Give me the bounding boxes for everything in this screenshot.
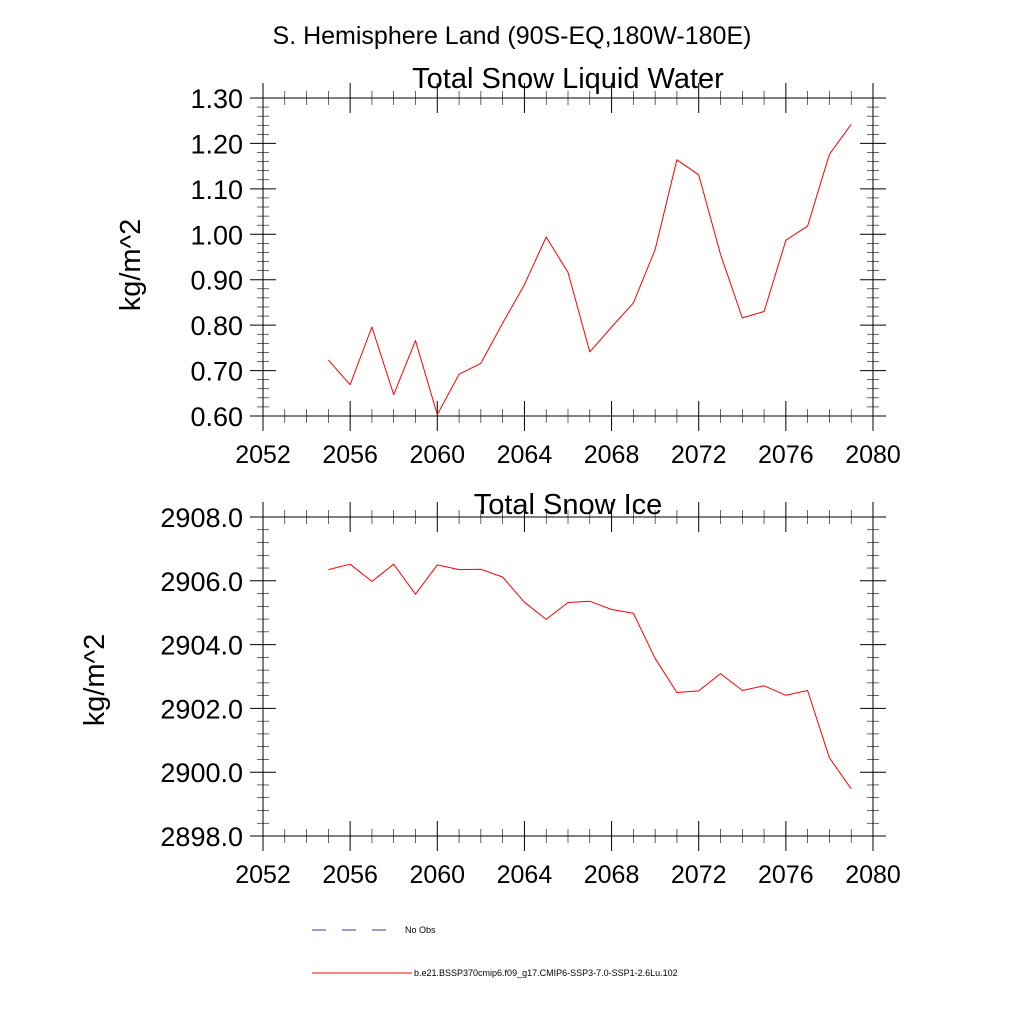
data-point: [806, 689, 809, 692]
data-point: [501, 322, 504, 325]
data-point: [697, 689, 700, 692]
y-tick-label: 2900.0: [160, 758, 243, 788]
data-point: [436, 413, 439, 416]
y-tick-label: 2906.0: [160, 567, 243, 597]
x-tick-label: 2072: [671, 441, 727, 469]
data-point: [436, 563, 439, 566]
y-tick-label: 1.00: [190, 220, 243, 250]
data-point: [392, 393, 395, 396]
chart-title: Total Snow Liquid Water: [412, 63, 724, 95]
data-point: [545, 236, 548, 239]
series-line-0: [328, 563, 852, 790]
x-tick-label: 2076: [758, 441, 814, 469]
y-tick-label: 0.80: [190, 311, 243, 341]
y-axis-label: kg/m^2: [115, 219, 147, 312]
data-point: [327, 568, 330, 571]
data-point: [784, 694, 787, 697]
x-tick-label: 2080: [845, 861, 901, 889]
x-tick-label: 2052: [235, 441, 291, 469]
y-tick-label: 0.70: [190, 357, 243, 387]
x-tick-label: 2068: [584, 861, 640, 889]
x-tick-label: 2076: [758, 861, 814, 889]
data-point: [479, 362, 482, 365]
data-point: [588, 600, 591, 603]
data-point: [501, 575, 504, 578]
x-tick-label: 2056: [322, 441, 378, 469]
x-tick-label: 2064: [497, 441, 553, 469]
data-point: [414, 339, 417, 342]
data-point: [610, 608, 613, 611]
y-tick-label: 2904.0: [160, 631, 243, 661]
y-tick-label: 1.30: [190, 84, 243, 114]
data-point: [697, 173, 700, 176]
x-tick-label: 2080: [845, 441, 901, 469]
y-tick-label: 0.90: [190, 266, 243, 296]
data-point: [828, 153, 831, 156]
x-tick-label: 2056: [322, 861, 378, 889]
data-point: [828, 756, 831, 759]
plot-frame: [262, 97, 874, 417]
data-point: [523, 601, 526, 604]
y-tick-label: 1.20: [190, 129, 243, 159]
data-point: [610, 325, 613, 328]
y-tick-label: 2902.0: [160, 694, 243, 724]
x-tick-label: 2052: [235, 861, 291, 889]
data-point: [392, 563, 395, 566]
y-tick-label: 0.60: [190, 402, 243, 432]
y-axis-label: kg/m^2: [79, 634, 111, 727]
legend: No Obs b.e21.BSSP370cmip6.f09_g17.CMIP6-…: [312, 925, 678, 978]
y-tick-label: 1.10: [190, 175, 243, 205]
data-point: [850, 123, 853, 126]
data-point: [588, 350, 591, 353]
data-point: [741, 316, 744, 319]
data-point: [719, 672, 722, 675]
data-point: [763, 684, 766, 687]
data-point: [806, 225, 809, 228]
data-point: [654, 248, 657, 251]
x-tick-label: 2060: [409, 441, 465, 469]
data-point: [567, 601, 570, 604]
data-point: [349, 563, 352, 566]
y-tick-label: 2898.0: [160, 822, 243, 852]
data-point: [567, 271, 570, 274]
data-point: [458, 568, 461, 571]
data-point: [479, 568, 482, 571]
x-tick-label: 2072: [671, 861, 727, 889]
series-line-0: [328, 124, 852, 416]
data-point: [675, 691, 678, 694]
x-tick-label: 2060: [409, 861, 465, 889]
data-point: [632, 301, 635, 304]
region-title: S. Hemisphere Land (90S-EQ,180W-180E): [273, 22, 752, 50]
data-point: [545, 618, 548, 621]
x-tick-label: 2068: [584, 441, 640, 469]
data-point: [654, 657, 657, 660]
legend-no-obs-label: No Obs: [405, 925, 436, 935]
data-point: [632, 612, 635, 615]
x-tick-label: 2064: [497, 861, 553, 889]
data-point: [741, 689, 744, 692]
data-point: [675, 158, 678, 161]
data-point: [784, 239, 787, 242]
data-point: [458, 373, 461, 376]
data-point: [370, 580, 373, 583]
legend-model-label: b.e21.BSSP370cmip6.f09_g17.CMIP6-SSP3-7.…: [414, 968, 678, 978]
plot-frame: [262, 516, 874, 837]
chart-panel-snow-liquid-water: Total Snow Liquid Water kg/m^2 2052 2056 206…: [115, 63, 901, 469]
data-point: [414, 593, 417, 596]
data-point: [719, 253, 722, 256]
data-point: [523, 283, 526, 286]
data-point: [763, 310, 766, 313]
data-point: [327, 359, 330, 362]
data-point: [349, 383, 352, 386]
data-point: [850, 787, 853, 790]
data-point: [370, 325, 373, 328]
y-tick-label: 2908.0: [160, 503, 243, 533]
